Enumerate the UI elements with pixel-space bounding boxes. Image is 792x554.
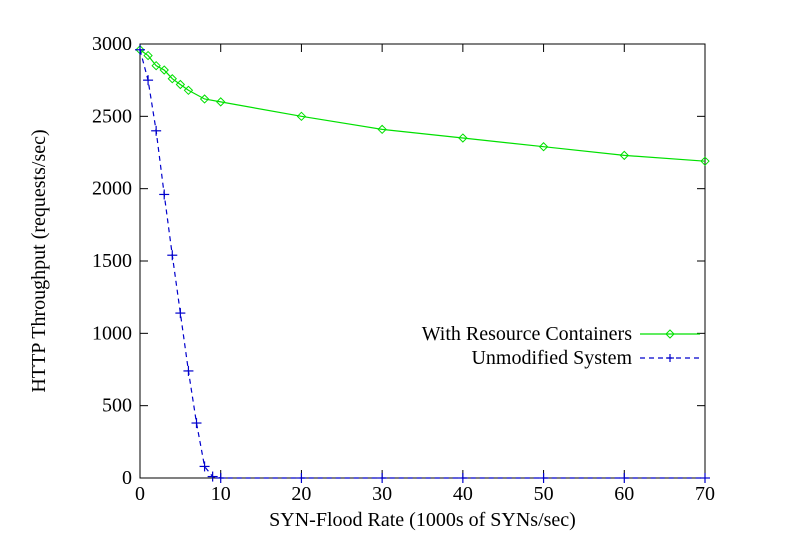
x-axis-label: SYN-Flood Rate (1000s of SYNs/sec) [269, 509, 576, 531]
plot-border [140, 44, 705, 478]
legend-label-1: Unmodified System [471, 347, 632, 369]
y-tick-label: 2000 [92, 178, 132, 200]
x-tick-label: 70 [695, 483, 715, 505]
series-markers-1 [135, 45, 710, 483]
x-tick-label: 40 [453, 483, 473, 505]
x-tick-label: 0 [135, 483, 145, 505]
x-tick-label: 30 [372, 483, 392, 505]
series-line-0 [140, 50, 705, 161]
y-tick-label: 3000 [92, 33, 132, 55]
y-axis-label: HTTP Throughput (requests/sec) [28, 129, 50, 392]
series-line-1 [140, 50, 705, 478]
x-tick-label: 20 [291, 483, 311, 505]
y-tick-label: 500 [102, 395, 132, 417]
x-tick-label: 50 [534, 483, 554, 505]
legend-label-0: With Resource Containers [422, 323, 632, 345]
y-tick-label: 1500 [92, 250, 132, 272]
chart-stage: 0 10 20 30 40 50 60 70 0 500 1000 1500 2000 2500 3000 S… [0, 0, 792, 554]
y-tick-label: 0 [122, 467, 132, 489]
y-tick-label: 1000 [92, 322, 132, 344]
x-tick-label: 60 [614, 483, 634, 505]
x-tick-label: 10 [211, 483, 231, 505]
y-tick-label: 2500 [92, 105, 132, 127]
series-markers-0 [136, 46, 709, 165]
throughput-chart: 0 10 20 30 40 50 60 70 0 500 1000 1500 2000 2500 3000 S… [0, 0, 792, 554]
